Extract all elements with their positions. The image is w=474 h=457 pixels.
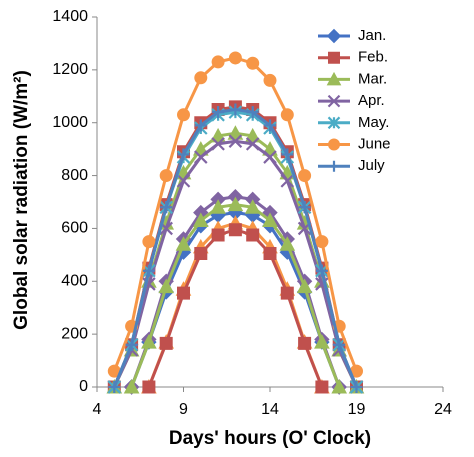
marker bbox=[280, 174, 295, 188]
x-tick-label: 14 bbox=[261, 401, 279, 418]
marker bbox=[262, 141, 278, 156]
marker bbox=[228, 51, 242, 65]
y-tick-label: 1200 bbox=[52, 61, 88, 78]
legend-marker bbox=[328, 160, 340, 172]
marker bbox=[125, 338, 138, 351]
marker bbox=[314, 334, 330, 349]
marker bbox=[192, 212, 209, 227]
marker bbox=[159, 169, 173, 183]
marker bbox=[176, 174, 191, 188]
marker bbox=[227, 125, 244, 140]
marker bbox=[246, 228, 260, 242]
x-axis-label: Days' hours (O' Clock) bbox=[169, 428, 371, 449]
marker bbox=[194, 71, 208, 85]
x-tick-label: 4 bbox=[93, 401, 102, 418]
marker bbox=[246, 106, 259, 119]
marker bbox=[227, 196, 244, 212]
marker bbox=[281, 148, 294, 161]
y-tick-label: 400 bbox=[61, 273, 88, 290]
marker bbox=[298, 336, 312, 350]
marker bbox=[279, 236, 296, 251]
legend-marker bbox=[327, 116, 341, 130]
marker bbox=[210, 199, 226, 214]
marker bbox=[315, 235, 329, 249]
legend-label: July bbox=[358, 157, 385, 174]
marker bbox=[228, 134, 243, 148]
legend-label: June bbox=[358, 135, 391, 152]
marker bbox=[159, 336, 173, 350]
marker bbox=[123, 378, 140, 394]
legend-marker bbox=[327, 94, 341, 108]
marker bbox=[262, 212, 278, 227]
marker bbox=[296, 278, 313, 294]
legend-marker bbox=[326, 28, 342, 44]
y-tick-label: 1400 bbox=[52, 8, 88, 25]
marker bbox=[245, 137, 260, 151]
y-tick-label: 600 bbox=[61, 220, 88, 237]
legend-label: Jan. bbox=[358, 27, 386, 44]
marker bbox=[263, 150, 277, 164]
marker bbox=[263, 73, 277, 87]
marker bbox=[142, 380, 156, 394]
marker bbox=[212, 106, 225, 119]
marker bbox=[264, 119, 276, 132]
marker bbox=[315, 264, 328, 277]
marker bbox=[211, 228, 225, 242]
y-tick-label: 200 bbox=[61, 325, 88, 342]
marker bbox=[228, 223, 242, 237]
marker bbox=[210, 127, 226, 143]
marker bbox=[246, 56, 260, 70]
x-tick-label: 24 bbox=[434, 401, 452, 418]
marker bbox=[229, 103, 242, 116]
y-axis-label: Global solar radiation (W/m²) bbox=[11, 70, 32, 330]
marker bbox=[177, 286, 190, 300]
marker bbox=[298, 169, 312, 183]
marker bbox=[194, 247, 208, 261]
marker bbox=[263, 247, 277, 261]
y-tick-label: 1000 bbox=[52, 114, 88, 131]
marker bbox=[142, 264, 155, 277]
legend-label: Mar. bbox=[358, 70, 387, 87]
marker bbox=[194, 119, 207, 132]
x-tick-label: 19 bbox=[348, 401, 366, 418]
marker bbox=[108, 381, 121, 393]
marker bbox=[333, 338, 346, 351]
marker bbox=[211, 55, 225, 69]
legend-marker bbox=[326, 71, 342, 86]
legend-label: Apr. bbox=[358, 92, 385, 109]
marker bbox=[158, 278, 175, 294]
marker bbox=[192, 141, 209, 156]
marker bbox=[177, 148, 190, 161]
marker bbox=[315, 380, 329, 394]
marker bbox=[141, 334, 157, 349]
marker bbox=[176, 108, 191, 122]
legend-label: Feb. bbox=[358, 49, 388, 66]
legend-marker bbox=[328, 51, 340, 64]
marker bbox=[298, 201, 311, 214]
marker bbox=[280, 108, 294, 122]
legend-label: May. bbox=[358, 114, 389, 131]
y-tick-label: 800 bbox=[61, 167, 88, 184]
marker bbox=[175, 236, 192, 251]
y-tick-label: 0 bbox=[79, 378, 88, 395]
marker bbox=[160, 201, 173, 214]
marker bbox=[244, 199, 261, 214]
marker bbox=[194, 150, 208, 164]
marker bbox=[244, 127, 261, 143]
legend-marker bbox=[327, 138, 341, 151]
marker bbox=[280, 286, 294, 300]
marker bbox=[211, 137, 225, 151]
marker bbox=[331, 378, 348, 394]
marker bbox=[142, 235, 156, 249]
x-tick-label: 9 bbox=[179, 401, 188, 418]
marker bbox=[350, 381, 363, 393]
